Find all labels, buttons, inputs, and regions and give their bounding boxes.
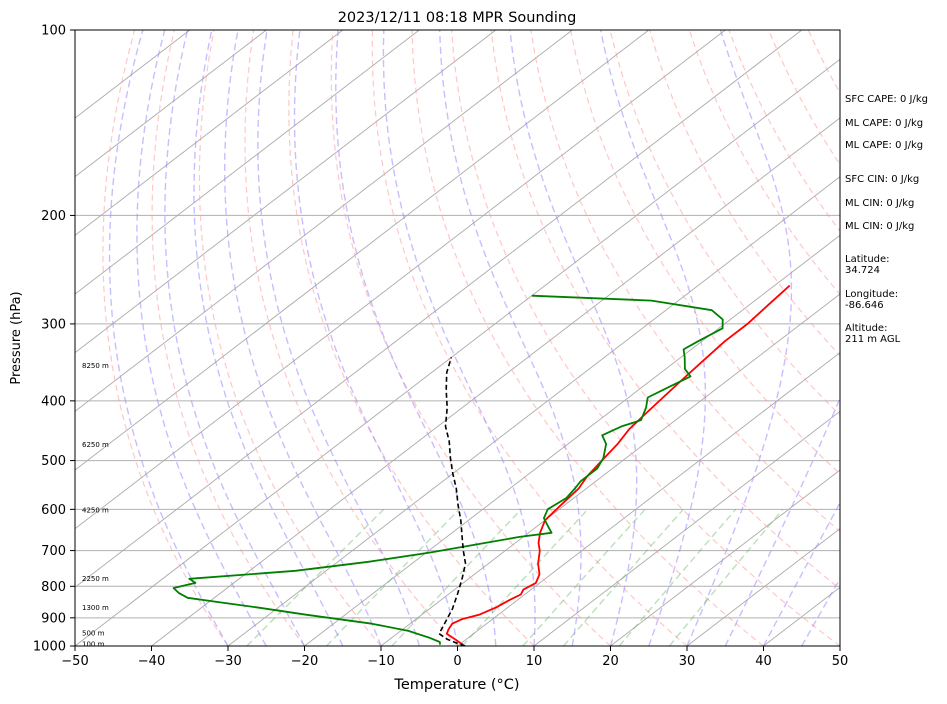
moist-adiabat — [336, 30, 496, 646]
moist-adiabat — [440, 30, 581, 646]
stat-text: SFC CAPE: 0 J/kg — [845, 94, 928, 105]
height-label: 100 m — [82, 640, 105, 648]
dry-adiabat — [289, 30, 534, 646]
y-tick-label: 600 — [41, 503, 66, 518]
height-label: 6250 m — [82, 441, 109, 449]
stat-text: ML CIN: 0 J/kg — [845, 198, 914, 209]
series-line-0 — [447, 286, 790, 645]
x-tick-label: −30 — [214, 654, 241, 669]
chart-title: 2023/12/11 08:18 MPR Sounding — [338, 10, 577, 26]
y-tick-label: 1000 — [33, 640, 66, 655]
y-tick-label: 800 — [41, 580, 66, 595]
sounding-lines: 8250 m 6250 m 4250 m 2250 m 1300 m 500 m 100 m — [82, 286, 790, 649]
height-label: 2250 m — [82, 575, 109, 583]
dry-adiabat — [331, 30, 610, 646]
x-tick-label: 40 — [755, 654, 772, 669]
x-tick-label: 20 — [602, 654, 619, 669]
y-axis-label: Pressure (hPa) — [9, 291, 24, 384]
y-tick-label: 900 — [41, 611, 66, 626]
x-tick-label: 10 — [526, 654, 543, 669]
moist-adiabat — [383, 30, 535, 646]
x-tick-label: −50 — [61, 654, 88, 669]
isotherm — [75, 30, 878, 646]
location-value: 211 m AGL — [845, 334, 901, 345]
y-tick-label: 200 — [41, 209, 66, 224]
stat-text: SFC CIN: 0 J/kg — [845, 174, 919, 185]
background-lines — [0, 30, 947, 646]
isotherm — [0, 30, 190, 646]
height-label: 500 m — [82, 629, 105, 637]
stat-text: ML CIN: 0 J/kg — [845, 221, 914, 232]
x-tick-label: −40 — [138, 654, 165, 669]
x-axis-label: Temperature (°C) — [393, 677, 519, 693]
dry-adiabat — [927, 30, 947, 646]
x-tick-label: −10 — [367, 654, 394, 669]
stat-text: ML CAPE: 0 J/kg — [845, 118, 923, 129]
stat-text: ML CAPE: 0 J/kg — [845, 140, 923, 151]
isotherm — [0, 30, 802, 646]
dry-adiabat — [452, 30, 840, 646]
x-tick-label: 30 — [679, 654, 696, 669]
isotherm — [228, 30, 947, 646]
moist-adiabat — [258, 30, 419, 646]
stats-panel: SFC CAPE: 0 J/kg ML CAPE: 0 J/kg ML CAPE: … — [845, 94, 928, 345]
dry-adiabat — [412, 30, 764, 646]
series-line-1 — [174, 296, 723, 645]
x-tick-label: −20 — [291, 654, 318, 669]
isotherm — [0, 30, 649, 646]
mixing-ratio-line — [619, 509, 736, 646]
location-label: Latitude: — [845, 254, 890, 265]
y-tick-label: 700 — [41, 544, 66, 559]
location-label: Longitude: — [845, 289, 898, 300]
location-value: -86.646 — [845, 300, 884, 311]
moist-adiabat — [601, 30, 706, 646]
y-tick-label: 300 — [41, 317, 66, 332]
location-value: 34.724 — [845, 265, 880, 276]
y-tick-label: 400 — [41, 394, 66, 409]
moist-adiabat — [225, 30, 381, 646]
isotherm — [152, 30, 947, 646]
location-label: Altitude: — [845, 323, 887, 334]
y-tick-label: 500 — [41, 454, 66, 469]
height-label: 1300 m — [82, 604, 109, 612]
height-label: 8250 m — [82, 362, 109, 370]
x-tick-label: 50 — [832, 654, 849, 669]
height-label: 4250 m — [82, 506, 109, 514]
mixing-ratio-line — [669, 509, 783, 646]
x-tick-label: 0 — [453, 654, 461, 669]
moist-adiabat — [165, 30, 305, 646]
dry-adiabat — [152, 30, 304, 646]
y-tick-label: 100 — [41, 24, 66, 39]
mixing-ratio-line — [462, 509, 588, 646]
mixing-ratio-line — [564, 509, 684, 646]
